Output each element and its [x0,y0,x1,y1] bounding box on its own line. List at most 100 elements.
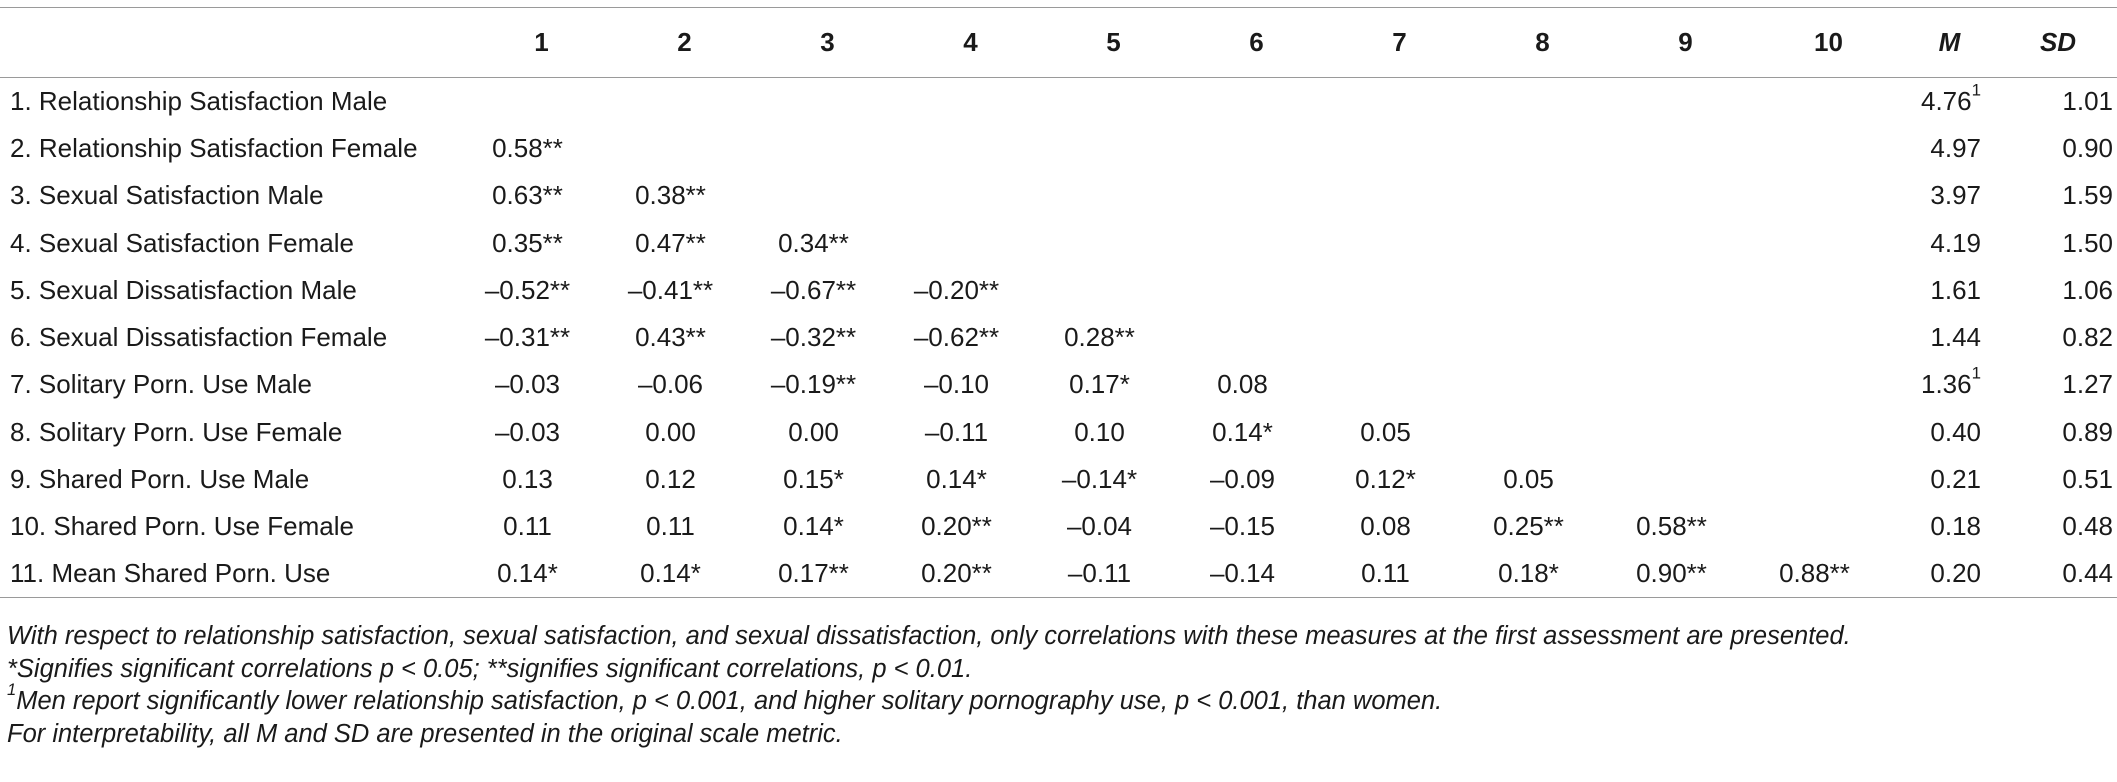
correlation-cell [1042,78,1185,125]
correlation-cell [470,78,613,125]
table-row: 11. Mean Shared Porn. Use 0.14* 0.14* 0.17*… [0,550,2117,599]
sd-cell: 1.59 [2062,180,2113,211]
correlation-cell [1042,125,1185,172]
correlation-cell: –0.14* [1061,464,1138,495]
sd-cell: 0.51 [2062,464,2113,495]
row-label: 4. Sexual Satisfaction Female [10,227,354,258]
row-label: 1. Relationship Satisfaction Male [10,85,388,116]
correlation-cell: 0.05 [1503,464,1554,495]
correlation-cell: 0.12 [645,464,696,495]
correlation-cell [1328,172,1471,219]
mean-value: 0.18 [1930,511,1981,542]
correlation-cell: –0.41** [627,274,714,305]
correlation-cell [899,219,1042,266]
header-cell-4: 4 [899,7,1042,78]
correlation-cell [1471,409,1614,456]
correlation-cell: –0.15 [1209,511,1276,542]
correlation-cell: 0.14* [926,464,987,495]
correlation-cell: –0.52** [484,274,571,305]
correlation-cell: 0.47** [635,227,706,258]
mean-cell: 0.20 [1900,550,1999,599]
mean-value: 4.97 [1930,132,1981,163]
mean-cell: 1.44 [1900,314,1999,361]
sd-cell: 0.44 [1999,550,2117,599]
correlation-cell: 0.14* [613,550,756,599]
note-line-3-text: Men report significantly lower relations… [16,687,1443,716]
correlation-cell [1471,361,1614,408]
row-label: 5. Sexual Dissatisfaction Male [10,274,357,305]
correlation-cell [1757,409,1900,456]
correlation-cell [1185,219,1328,266]
correlation-cell: –0.09 [1209,464,1276,495]
correlation-cell: –0.03 [494,369,561,400]
correlation-cell [756,172,899,219]
mean-value: 3.97 [1930,180,1981,211]
correlation-table: 1 2 3 4 5 6 7 8 9 10 M SD 1. Relationship Satisfact… [0,7,2117,599]
correlation-cell: –0.20** [913,274,1000,305]
correlation-cell: –0.67** [770,274,857,305]
correlation-cell [1757,172,1900,219]
correlation-cell [1185,78,1328,125]
correlation-cell [1471,172,1614,219]
correlation-cell [1757,125,1900,172]
correlation-cell [1328,78,1471,125]
correlation-cell: 0.88** [1757,550,1900,599]
correlation-cell: 0.20** [921,511,992,542]
correlation-cell: 0.34** [778,227,849,258]
correlation-cell: 0.90** [1614,550,1757,599]
mean-cell: 4.761 [1900,78,1999,125]
header-cell-1: 1 [470,7,613,78]
sd-cell: 0.90 [2062,132,2113,163]
correlation-cell [1614,172,1757,219]
correlation-cell: 0.14* [783,511,844,542]
correlation-cell: 0.38** [635,180,706,211]
table-row: 9. Shared Porn. Use Male 0.13 0.12 0.15* 0.1… [0,456,2117,503]
header-cell-9: 9 [1614,7,1757,78]
correlation-cell: 0.00 [645,416,696,447]
correlation-cell [1471,219,1614,266]
correlation-cell: 0.13 [502,464,553,495]
row-label: 6. Sexual Dissatisfaction Female [10,322,388,353]
mean-value: 0.21 [1930,464,1981,495]
correlation-cell: 0.05 [1360,416,1411,447]
correlation-cell [1614,219,1757,266]
correlation-cell [1471,78,1614,125]
row-label: 8. Solitary Porn. Use Female [10,416,343,447]
correlation-cell: 0.58** [1636,511,1707,542]
correlation-cell: –0.06 [637,369,704,400]
correlation-cell: 0.43** [635,322,706,353]
mean-cell: 0.40 [1900,409,1999,456]
correlation-cell [1328,219,1471,266]
mean-footnote-marker: 1 [1971,80,1981,100]
header-cell-10: 10 [1757,7,1900,78]
sd-cell: 0.82 [2062,322,2113,353]
correlation-cell: –0.04 [1066,511,1133,542]
row-label: 10. Shared Porn. Use Female [10,511,354,542]
correlation-cell [1757,361,1900,408]
correlation-cell: 0.17* [1069,369,1130,400]
table-row: 1. Relationship Satisfaction Male 4.761 1.… [0,78,2117,125]
correlation-cell [1042,267,1185,314]
sd-cell: 1.06 [2062,274,2113,305]
sd-cell: 0.48 [2062,511,2113,542]
table-notes: With respect to relationship satisfactio… [7,620,2107,750]
correlation-cell [1614,361,1757,408]
correlation-cell: 0.11 [503,511,552,542]
row-label: 3. Sexual Satisfaction Male [10,180,324,211]
header-cell-5: 5 [1042,7,1185,78]
correlation-cell [1185,125,1328,172]
mean-cell: 3.97 [1900,172,1999,219]
correlation-cell [1042,172,1185,219]
correlation-cell [1614,314,1757,361]
correlation-cell [1614,267,1757,314]
correlation-cell [1614,456,1757,503]
mean-value: 1.44 [1930,322,1981,353]
note-line-3: 1Men report significantly lower relation… [7,681,2107,718]
correlation-cell [899,78,1042,125]
header-cell-sd: SD [1999,7,2117,78]
row-label: 9. Shared Porn. Use Male [10,464,310,495]
mean-cell: 0.18 [1900,503,1999,550]
mean-cell: 4.19 [1900,219,1999,266]
correlation-cell: –0.32** [770,322,857,353]
correlation-cell: 0.11 [1328,550,1471,599]
